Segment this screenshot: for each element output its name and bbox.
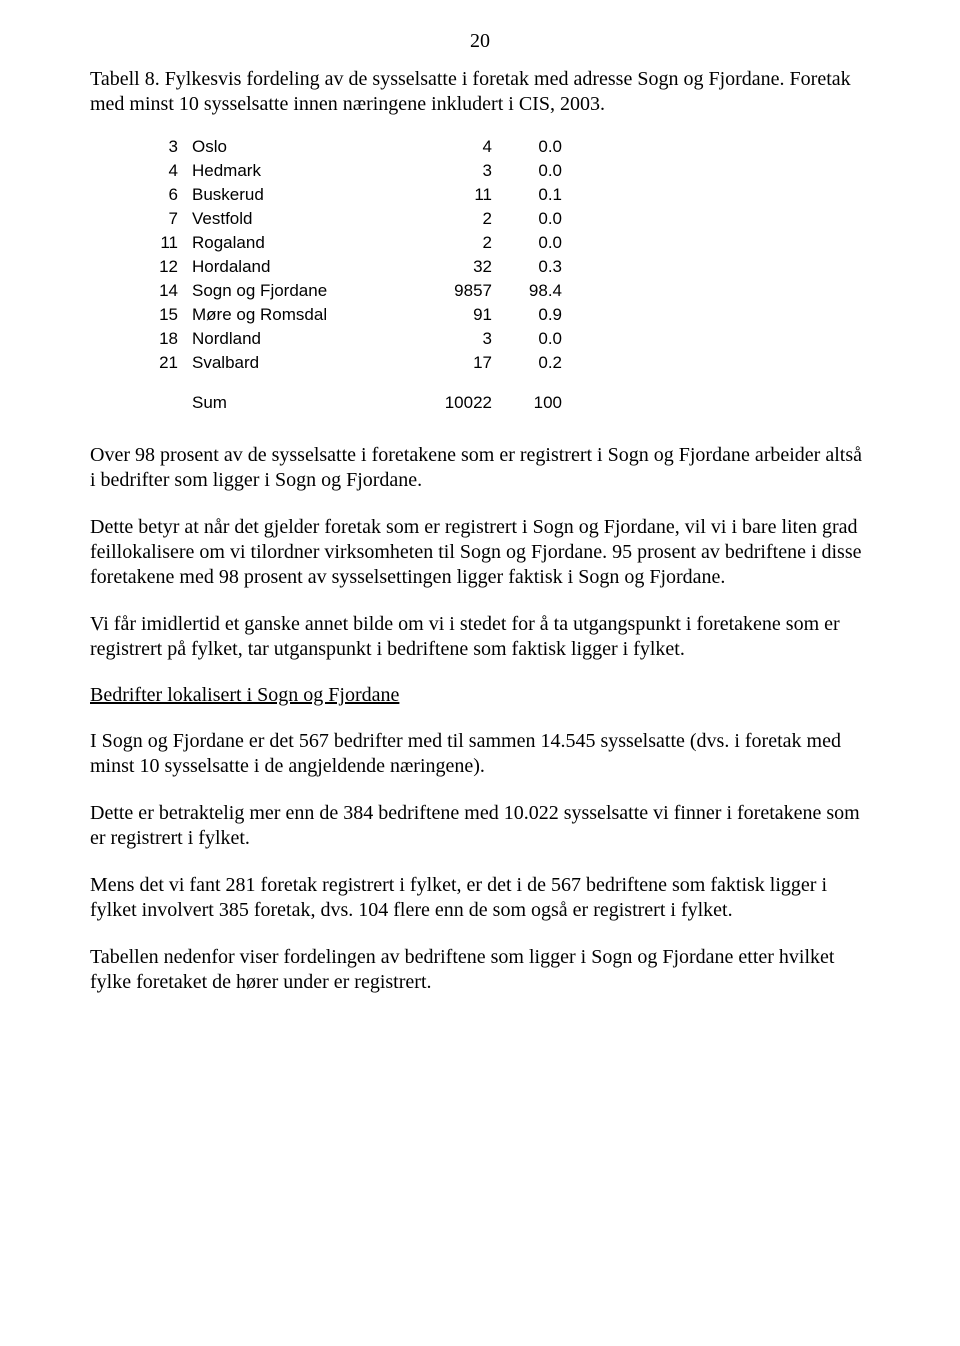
table-row: 3Oslo40.0	[140, 135, 562, 159]
table-row: 14Sogn og Fjordane985798.4	[140, 279, 562, 303]
table-row: 15Møre og Romsdal910.9	[140, 303, 562, 327]
table-row: 4Hedmark30.0	[140, 159, 562, 183]
table-row: 21Svalbard170.2	[140, 351, 562, 375]
table-row: 6Buskerud110.1	[140, 183, 562, 207]
row-name: Hordaland	[192, 255, 402, 279]
table-row: 12Hordaland320.3	[140, 255, 562, 279]
row-code: 18	[140, 327, 192, 351]
paragraph-1: Over 98 prosent av de sysselsatte i fore…	[90, 443, 870, 493]
row-name: Møre og Romsdal	[192, 303, 402, 327]
paragraph-4: I Sogn og Fjordane er det 567 bedrifter …	[90, 729, 870, 779]
paragraph-3: Vi får imidlertid et ganske annet bilde …	[90, 612, 870, 662]
row-code: 15	[140, 303, 192, 327]
row-value: 91	[402, 303, 492, 327]
paragraph-2: Dette betyr at når det gjelder foretak s…	[90, 515, 870, 590]
row-name: Sogn og Fjordane	[192, 279, 402, 303]
paragraph-6: Mens det vi fant 281 foretak registrert …	[90, 873, 870, 923]
table-row: 11Rogaland20.0	[140, 231, 562, 255]
table-row: 18Nordland30.0	[140, 327, 562, 351]
paragraph-5: Dette er betraktelig mer enn de 384 bedr…	[90, 801, 870, 851]
row-name: Hedmark	[192, 159, 402, 183]
row-percent: 0.0	[492, 159, 562, 183]
sum-label: Sum	[192, 375, 402, 415]
row-percent: 0.0	[492, 135, 562, 159]
row-code: 11	[140, 231, 192, 255]
row-percent: 0.0	[492, 231, 562, 255]
row-code: 7	[140, 207, 192, 231]
table-row: 7Vestfold20.0	[140, 207, 562, 231]
page-number: 20	[90, 30, 870, 53]
row-percent: 98.4	[492, 279, 562, 303]
row-code: 4	[140, 159, 192, 183]
row-percent: 0.9	[492, 303, 562, 327]
row-code: 6	[140, 183, 192, 207]
row-code: 3	[140, 135, 192, 159]
row-name: Rogaland	[192, 231, 402, 255]
page-container: 20 Tabell 8. Fylkesvis fordeling av de s…	[0, 0, 960, 1057]
row-value: 11	[402, 183, 492, 207]
row-code: 14	[140, 279, 192, 303]
row-name: Nordland	[192, 327, 402, 351]
row-value: 2	[402, 231, 492, 255]
table-sum-row: Sum10022100	[140, 375, 562, 415]
row-code: 21	[140, 351, 192, 375]
section-heading: Bedrifter lokalisert i Sogn og Fjordane	[90, 684, 870, 707]
row-percent: 0.3	[492, 255, 562, 279]
row-name: Vestfold	[192, 207, 402, 231]
row-value: 2	[402, 207, 492, 231]
row-name: Svalbard	[192, 351, 402, 375]
paragraph-7: Tabellen nedenfor viser fordelingen av b…	[90, 945, 870, 995]
row-percent: 0.0	[492, 207, 562, 231]
row-percent: 0.2	[492, 351, 562, 375]
row-percent: 0.0	[492, 327, 562, 351]
sum-value: 10022	[402, 375, 492, 415]
row-value: 17	[402, 351, 492, 375]
row-code: 12	[140, 255, 192, 279]
row-value: 3	[402, 327, 492, 351]
row-value: 3	[402, 159, 492, 183]
county-table: 3Oslo40.04Hedmark30.06Buskerud110.17Vest…	[140, 135, 562, 415]
row-name: Buskerud	[192, 183, 402, 207]
row-percent: 0.1	[492, 183, 562, 207]
table-caption: Tabell 8. Fylkesvis fordeling av de syss…	[90, 67, 870, 117]
row-name: Oslo	[192, 135, 402, 159]
row-value: 32	[402, 255, 492, 279]
row-value: 9857	[402, 279, 492, 303]
sum-percent: 100	[492, 375, 562, 415]
row-value: 4	[402, 135, 492, 159]
